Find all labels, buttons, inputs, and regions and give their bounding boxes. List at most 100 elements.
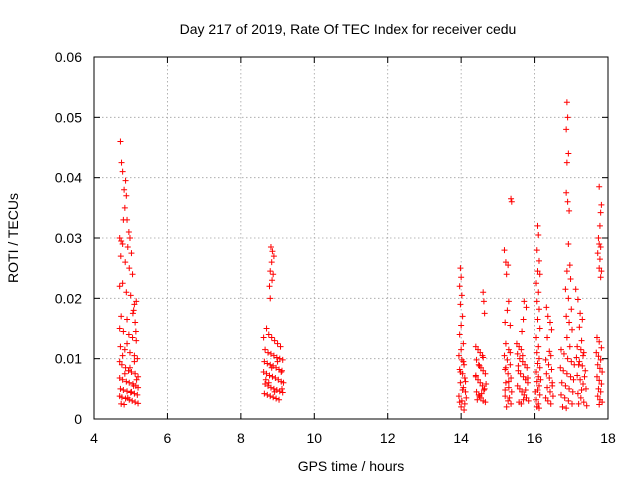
data-point: [475, 361, 482, 368]
data-point: [566, 262, 573, 269]
data-point: [535, 400, 542, 407]
data-point: [478, 390, 485, 397]
data-point: [132, 328, 139, 335]
data-point: [267, 268, 274, 275]
data-point: [536, 391, 543, 398]
data-point: [569, 326, 576, 333]
x-tick-label: 16: [527, 430, 543, 446]
data-point: [133, 337, 140, 344]
data-point: [505, 397, 512, 404]
data-point: [122, 177, 129, 184]
data-point: [533, 247, 540, 254]
data-point: [131, 301, 138, 308]
data-point: [507, 349, 514, 356]
data-point: [545, 361, 552, 368]
data-point: [596, 183, 603, 190]
data-point: [576, 324, 583, 331]
data-point: [461, 361, 468, 368]
x-tick-label: 12: [380, 430, 396, 446]
x-tick-label: 6: [164, 430, 172, 446]
data-point: [277, 343, 284, 350]
data-point: [133, 376, 140, 383]
data-point: [480, 387, 487, 394]
data-point: [519, 352, 526, 359]
data-point: [118, 361, 125, 368]
data-point: [581, 373, 588, 380]
data-point: [116, 283, 123, 290]
data-point: [572, 286, 579, 293]
data-point: [567, 373, 574, 380]
data-point: [596, 241, 603, 248]
data-point: [597, 244, 604, 251]
data-point: [502, 319, 509, 326]
data-point: [507, 361, 514, 368]
data-point: [118, 313, 125, 320]
data-point: [504, 307, 511, 314]
data-point: [505, 370, 512, 377]
data-point: [508, 374, 515, 381]
data-point: [522, 361, 529, 368]
data-point: [597, 274, 604, 281]
data-point: [564, 114, 571, 121]
data-point: [265, 379, 272, 386]
y-tick-label: 0.05: [55, 109, 82, 125]
data-point: [546, 348, 553, 355]
data-point: [520, 373, 527, 380]
data-point: [534, 360, 541, 367]
data-point: [522, 387, 529, 394]
data-point: [520, 316, 527, 323]
data-point: [576, 358, 583, 365]
y-tick-label: 0.04: [55, 170, 82, 186]
data-point: [521, 298, 528, 305]
data-point: [269, 248, 276, 255]
data-point: [457, 379, 464, 386]
data-point: [130, 307, 137, 314]
data-point: [535, 405, 542, 412]
data-point: [533, 298, 540, 305]
data-point: [514, 382, 521, 389]
data-point: [482, 370, 489, 377]
data-point: [569, 388, 576, 395]
data-point: [460, 358, 467, 365]
data-point: [279, 389, 286, 396]
data-point: [574, 372, 581, 379]
data-point: [133, 298, 140, 305]
data-point: [565, 241, 572, 248]
data-point: [134, 391, 141, 398]
data-point: [458, 322, 465, 329]
data-point: [265, 331, 272, 338]
data-point: [118, 159, 125, 166]
data-point: [598, 201, 605, 208]
data-point: [119, 168, 126, 175]
plot-frame: [93, 56, 609, 420]
data-point: [563, 126, 570, 133]
data-point: [481, 310, 488, 317]
data-point: [519, 388, 526, 395]
data-point: [123, 289, 130, 296]
data-point: [597, 209, 604, 216]
data-point: [456, 331, 463, 338]
data-point: [546, 388, 553, 395]
data-point: [514, 350, 521, 357]
data-point: [120, 328, 127, 335]
data-point: [503, 271, 510, 278]
data-point: [558, 379, 565, 386]
data-point: [575, 400, 582, 407]
data-point: [593, 373, 600, 380]
data-point: [502, 364, 509, 371]
data-point: [474, 396, 481, 403]
data-point: [595, 353, 602, 360]
data-point: [505, 378, 512, 385]
data-point: [118, 394, 125, 401]
data-point: [128, 388, 135, 395]
data-point: [262, 346, 269, 353]
data-point: [129, 334, 136, 341]
data-point: [543, 370, 550, 377]
data-point: [574, 390, 581, 397]
data-point: [535, 355, 542, 362]
data-point: [264, 360, 271, 367]
data-point: [126, 364, 133, 371]
data-point: [533, 378, 540, 385]
data-point: [574, 343, 581, 350]
